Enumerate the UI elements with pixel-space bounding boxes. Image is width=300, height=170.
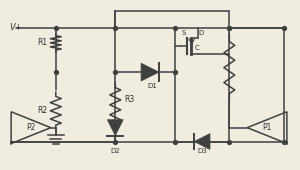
Text: R2: R2 xyxy=(37,106,47,115)
Text: R1: R1 xyxy=(37,38,47,47)
Text: D2: D2 xyxy=(110,148,120,155)
Text: R3: R3 xyxy=(124,95,134,104)
Text: S: S xyxy=(182,30,186,36)
Text: C: C xyxy=(195,45,200,51)
Text: P1: P1 xyxy=(262,123,272,132)
Text: D: D xyxy=(198,30,203,36)
Text: D3: D3 xyxy=(197,148,207,155)
Text: P2: P2 xyxy=(26,123,36,132)
Polygon shape xyxy=(107,120,123,136)
Text: D1: D1 xyxy=(147,83,157,89)
Polygon shape xyxy=(194,134,210,149)
Polygon shape xyxy=(141,63,159,81)
Text: V+: V+ xyxy=(9,23,22,32)
